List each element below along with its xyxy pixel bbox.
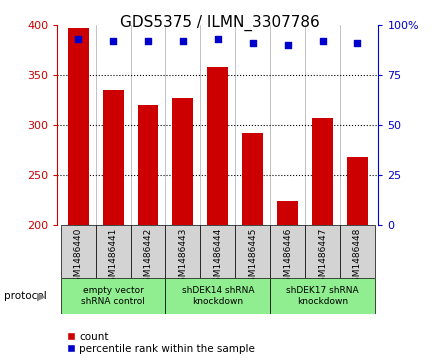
Bar [165,225,200,278]
Text: GSM1486448: GSM1486448 [353,228,362,288]
Bar [270,278,375,314]
Bar [305,225,340,278]
Bar [347,157,368,225]
Text: GSM1486440: GSM1486440 [73,228,83,288]
Text: ▶: ▶ [37,291,46,302]
Point [284,42,291,48]
Bar [242,133,263,225]
Bar [61,225,95,278]
Text: GDS5375 / ILMN_3307786: GDS5375 / ILMN_3307786 [120,15,320,31]
Text: GSM1486445: GSM1486445 [248,228,257,288]
Bar [270,225,305,278]
Point [144,38,151,44]
Text: GSM1486447: GSM1486447 [318,228,327,288]
Bar [172,98,193,225]
Point [319,38,326,44]
Text: shDEK14 shRNA
knockdown: shDEK14 shRNA knockdown [182,286,254,306]
Text: shDEK17 shRNA
knockdown: shDEK17 shRNA knockdown [286,286,359,306]
Text: GSM1486446: GSM1486446 [283,228,292,288]
Point [354,40,361,46]
Text: GSM1486441: GSM1486441 [109,228,117,288]
Point [180,38,187,44]
Point [214,36,221,42]
Point [249,40,256,46]
Bar [165,278,270,314]
Bar [340,225,375,278]
Bar [95,225,131,278]
Bar [131,225,165,278]
Point [75,36,82,42]
Bar [207,68,228,225]
Bar [200,225,235,278]
Bar [68,28,88,225]
Legend: count, percentile rank within the sample: count, percentile rank within the sample [62,327,259,358]
Text: protocol: protocol [4,291,47,301]
Text: empty vector
shRNA control: empty vector shRNA control [81,286,145,306]
Text: GSM1486443: GSM1486443 [178,228,187,288]
Bar [277,201,298,225]
Text: GSM1486444: GSM1486444 [213,228,222,288]
Point [110,38,117,44]
Bar [312,118,333,225]
Bar [103,90,124,225]
Bar [61,278,165,314]
Bar [235,225,270,278]
Bar [138,105,158,225]
Text: GSM1486442: GSM1486442 [143,228,153,288]
